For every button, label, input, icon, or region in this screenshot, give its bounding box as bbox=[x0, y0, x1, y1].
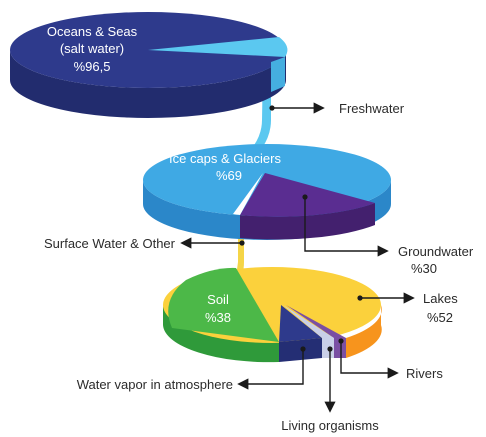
lakes-value: %52 bbox=[427, 310, 453, 325]
soil-label: Soil %38 bbox=[205, 292, 231, 325]
soil-side bbox=[163, 305, 279, 363]
water-vapor-side bbox=[279, 338, 322, 362]
rivers-slice bbox=[286, 305, 346, 358]
groundwater-label: Groundwater bbox=[398, 244, 474, 259]
oceans-label-value: %96,5 bbox=[74, 59, 111, 74]
lakes-label: Lakes bbox=[423, 291, 458, 306]
groundwater-value: %30 bbox=[411, 261, 437, 276]
soil-slice bbox=[168, 267, 279, 342]
freshwater-label: Freshwater bbox=[339, 101, 405, 116]
vapor-leader bbox=[237, 349, 304, 390]
freshwater-side bbox=[271, 57, 285, 92]
water-vapor-label: Water vapor in atmosphere bbox=[77, 377, 233, 392]
oceans-side bbox=[10, 50, 286, 118]
surface-water-label: Surface Water & Other bbox=[44, 236, 176, 251]
ice-label: Ice caps & Glaciers %69 bbox=[169, 151, 281, 183]
soil-label-line1: Soil bbox=[207, 292, 229, 307]
rivers-leader bbox=[340, 341, 399, 379]
groundwater-leader bbox=[304, 197, 389, 257]
freshwater-slice bbox=[148, 37, 288, 57]
water-vapor-slice bbox=[279, 305, 322, 342]
groundwater-side bbox=[240, 203, 375, 240]
pie-soil bbox=[163, 267, 382, 363]
oceans-label-line2: (salt water) bbox=[60, 41, 124, 56]
soil-label-value: %38 bbox=[205, 310, 231, 325]
lakes-side bbox=[346, 305, 382, 358]
rivers-label: Rivers bbox=[406, 366, 443, 381]
living-organisms-slice bbox=[283, 305, 334, 358]
living-organisms-label: Living organisms bbox=[281, 418, 379, 433]
oceans-label-line1: Oceans & Seas bbox=[47, 24, 138, 39]
surface-water-slice bbox=[233, 173, 263, 215]
ice-label-line1: Ice caps & Glaciers bbox=[169, 151, 281, 166]
leader-lines bbox=[180, 102, 415, 413]
pie-oceans bbox=[10, 12, 288, 118]
oceans-label: Oceans & Seas (salt water) %96,5 bbox=[47, 24, 138, 74]
ice-label-value: %69 bbox=[216, 168, 242, 183]
pie-ice bbox=[143, 144, 391, 240]
groundwater-slice bbox=[240, 173, 375, 217]
